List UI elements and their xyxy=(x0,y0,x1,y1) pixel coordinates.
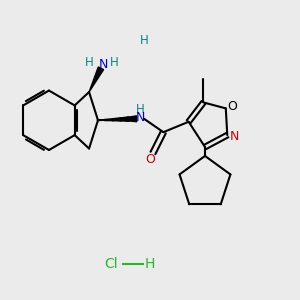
Text: N: N xyxy=(99,58,108,71)
Text: H: H xyxy=(145,257,155,272)
Text: H: H xyxy=(110,56,119,69)
Polygon shape xyxy=(112,118,122,121)
Text: N: N xyxy=(136,111,145,124)
Polygon shape xyxy=(105,119,114,121)
Text: H: H xyxy=(85,56,93,69)
Text: N: N xyxy=(230,130,239,143)
Text: Cl: Cl xyxy=(104,257,118,272)
Text: O: O xyxy=(227,100,237,112)
Text: O: O xyxy=(145,153,155,166)
Polygon shape xyxy=(89,67,103,92)
Polygon shape xyxy=(128,116,137,122)
Polygon shape xyxy=(97,120,106,121)
Text: H: H xyxy=(136,103,145,116)
Polygon shape xyxy=(120,117,129,122)
Text: H: H xyxy=(140,34,148,46)
